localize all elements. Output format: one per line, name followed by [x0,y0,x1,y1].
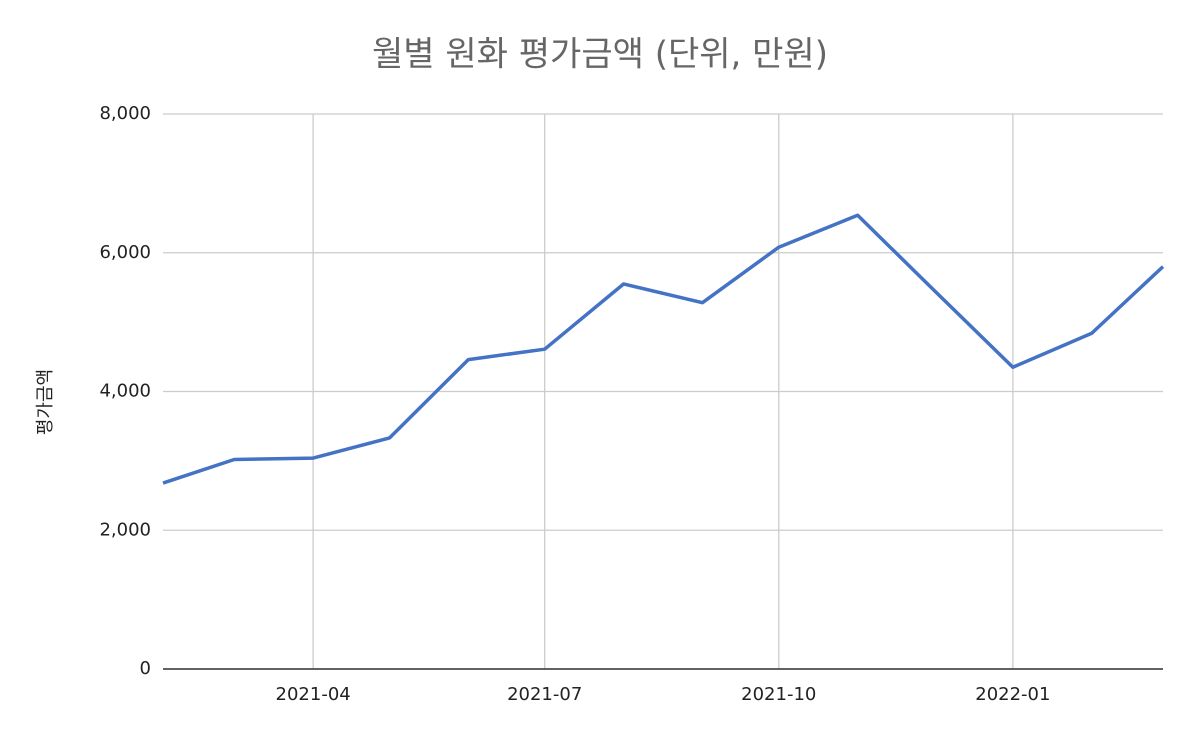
x-tick-label: 2021-07 [507,684,582,705]
line [162,213,1165,485]
y-tick-label: 0 [140,658,151,679]
x-tick-label: 2021-10 [741,684,816,705]
y-axis-label: 평가금액 [35,369,56,435]
x-tick-label: 2021-04 [276,684,351,705]
y-tick-label: 6,000 [99,242,151,263]
y-tick-label: 2,000 [99,519,151,540]
y-tick-label: 8,000 [99,103,151,124]
chart-title: 월별 원화 평가금액 (단위, 만원) [372,35,828,75]
x-tick-label: 2022-01 [975,684,1050,705]
y-tick-label: 4,000 [99,381,151,402]
